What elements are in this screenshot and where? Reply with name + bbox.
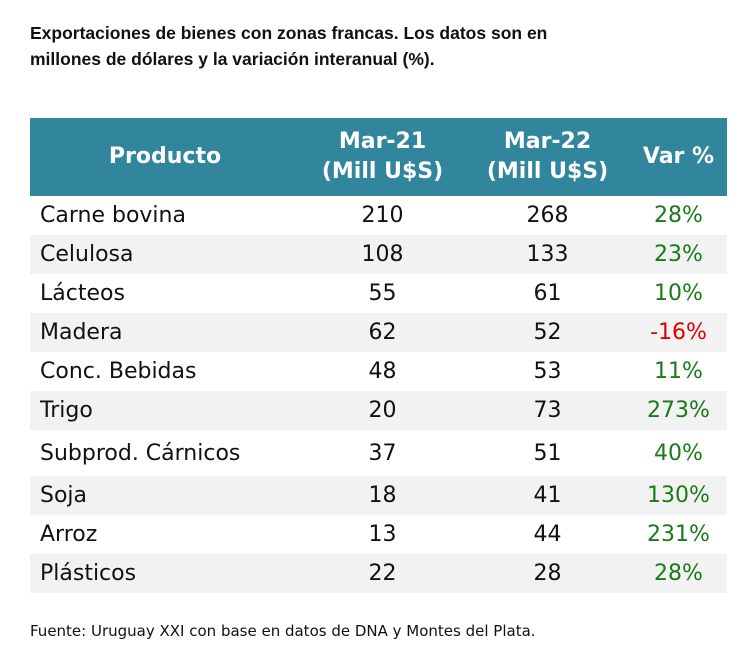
header-text: Producto xyxy=(108,144,222,169)
footer: Fuente: Uruguay XXI con base en datos de… xyxy=(30,622,536,640)
value-cell: 48 xyxy=(368,359,397,384)
product-cell: Lácteos xyxy=(40,281,125,306)
product-cell: Subprod. Cárnicos xyxy=(40,440,241,466)
product-cell: Soja xyxy=(30,476,300,515)
header-text: Mar-22 xyxy=(503,129,592,154)
value-cell: 52 xyxy=(465,313,630,352)
value-cell: 22 xyxy=(300,554,465,593)
product-cell: Madera xyxy=(30,313,300,352)
table-row: Arroz 13 44 231% xyxy=(30,515,727,554)
title: Exportaciones de bienes con zonas franca… xyxy=(30,20,547,72)
title-line: millones de dólares y la variación inter… xyxy=(30,49,435,69)
table: Producto Mar-21 (Mill U$S) Mar-22 (Mill U$S)… xyxy=(30,118,727,593)
variation-cell: 231% xyxy=(647,522,710,547)
table-row: Madera 62 52 -16% xyxy=(30,313,727,352)
value-cell: 268 xyxy=(526,203,569,228)
value-cell: 133 xyxy=(465,235,630,274)
value-cell: 41 xyxy=(465,476,630,515)
header-text: (Mill U$S) xyxy=(486,159,609,184)
value-cell: 62 xyxy=(300,313,465,352)
value-cell: 53 xyxy=(533,359,562,384)
header-row: Producto Mar-21 (Mill U$S) Mar-22 (Mill U$S)… xyxy=(30,118,727,196)
product-cell: Plásticos xyxy=(30,554,300,593)
table-row: Trigo 20 73 273% xyxy=(30,391,727,430)
variation-cell: 273% xyxy=(630,391,727,430)
table-row: Carne bovina 210 268 28% xyxy=(30,196,727,235)
value-cell: 61 xyxy=(533,281,562,306)
value-cell: 44 xyxy=(533,522,562,547)
header-cell: Producto xyxy=(30,118,300,196)
table-row: Celulosa 108 133 23% xyxy=(30,235,727,274)
variation-cell: 28% xyxy=(630,554,727,593)
value-cell: 108 xyxy=(300,235,465,274)
table-row: Lácteos 55 61 10% xyxy=(30,274,727,313)
table-row: Soja 18 41 130% xyxy=(30,476,727,515)
header-cell: Mar-21 (Mill U$S) xyxy=(300,118,465,196)
value-cell: 51 xyxy=(533,440,562,466)
title-line: Exportaciones de bienes con zonas franca… xyxy=(30,23,548,43)
header-text: (Mill U$S) xyxy=(321,159,444,184)
variation-cell: -16% xyxy=(630,313,727,352)
value-cell: 210 xyxy=(361,203,404,228)
value-cell: 73 xyxy=(465,391,630,430)
product-cell: Conc. Bebidas xyxy=(40,359,197,384)
header-cell: Mar-22 (Mill U$S) xyxy=(465,118,630,196)
table-row: Conc. Bebidas 48 53 11% xyxy=(30,352,727,391)
variation-cell: 11% xyxy=(654,359,703,384)
variation-cell: 28% xyxy=(654,203,703,228)
variation-cell: 130% xyxy=(630,476,727,515)
variation-cell: 23% xyxy=(630,235,727,274)
product-cell: Celulosa xyxy=(30,235,300,274)
product-cell: Carne bovina xyxy=(40,203,186,228)
table-body: Carne bovina 210 268 28% Celulosa 108 133 23% Lá… xyxy=(30,196,727,593)
variation-cell: 10% xyxy=(654,281,703,306)
table-row: Plásticos 22 28 28% xyxy=(30,554,727,593)
product-cell: Arroz xyxy=(40,522,98,547)
header-cell: Var % xyxy=(630,118,727,196)
value-cell: 18 xyxy=(300,476,465,515)
value-cell: 37 xyxy=(368,440,397,466)
value-cell: 13 xyxy=(368,522,397,547)
value-cell: 28 xyxy=(465,554,630,593)
product-cell: Trigo xyxy=(30,391,300,430)
header-text: Mar-21 xyxy=(338,129,427,154)
variation-cell: 40% xyxy=(654,440,703,466)
value-cell: 20 xyxy=(300,391,465,430)
header-text: Var % xyxy=(642,144,715,169)
table-row: Subprod. Cárnicos 37 51 40% xyxy=(30,430,727,476)
value-cell: 55 xyxy=(368,281,397,306)
